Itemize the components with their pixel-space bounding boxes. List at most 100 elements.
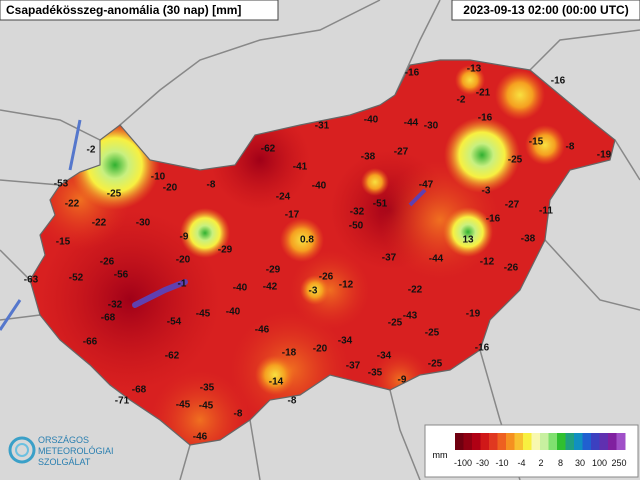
colorbar-swatch [616, 433, 626, 450]
station-value: -38 [361, 152, 376, 163]
colorbar-swatch [599, 433, 609, 450]
station-value: -2 [87, 145, 96, 156]
station-value: -8 [288, 396, 297, 407]
colorbar-swatch [455, 433, 464, 450]
legend-label: -4 [517, 458, 525, 468]
station-value: -40 [364, 115, 379, 126]
timestamp-box [451, 0, 640, 21]
legend-label: -30 [476, 458, 489, 468]
station-value: 13 [462, 235, 474, 246]
colorbar-swatch [514, 433, 524, 450]
station-value: -46 [193, 432, 208, 443]
station-value: -14 [269, 377, 284, 388]
station-value: -25 [425, 328, 440, 339]
station-value: -68 [132, 385, 147, 396]
water [0, 119, 82, 331]
legend-label: -10 [495, 458, 508, 468]
station-value: -46 [255, 325, 270, 336]
station-value: -16 [405, 68, 420, 79]
station-value: -22 [65, 199, 80, 210]
legend-label: 250 [611, 458, 626, 468]
colorbar-swatch [523, 433, 532, 450]
station-value: -53 [54, 179, 69, 190]
colorbar-swatch [540, 433, 549, 450]
station-value: -20 [313, 344, 328, 355]
station-value: -25 [107, 189, 122, 200]
colorbar-swatch [582, 433, 592, 450]
station-value: -26 [504, 263, 519, 274]
station-value: -18 [282, 348, 297, 359]
station-value: -26 [100, 257, 115, 268]
lake [408, 188, 427, 207]
station-value: -44 [404, 118, 419, 129]
station-value: -9 [180, 232, 189, 243]
colorbar-swatch [480, 433, 490, 450]
station-value: -62 [165, 351, 180, 362]
station-value: -16 [475, 343, 490, 354]
station-value: -40 [233, 283, 248, 294]
title: Csapadékösszeg-anomália (30 nap) [mm] [6, 3, 241, 17]
station-value: 0.8 [300, 235, 314, 246]
station-value: -62 [261, 144, 276, 155]
station-value: -19 [597, 150, 612, 161]
legend-box [424, 424, 639, 478]
station-value: -52 [69, 273, 84, 284]
legend-label: -100 [454, 458, 472, 468]
station-value: -47 [419, 180, 434, 191]
station-value: -16 [486, 214, 501, 225]
station-value: -12 [339, 280, 354, 291]
station-value: -50 [349, 221, 364, 232]
title-box [0, 0, 279, 21]
station-value: -27 [394, 147, 409, 158]
colorbar-swatch [472, 433, 481, 450]
station-value: -35 [200, 383, 215, 394]
station-value: -37 [382, 253, 397, 264]
station-value: -8 [234, 409, 243, 420]
legend-label: 100 [592, 458, 607, 468]
station-value: -56 [114, 270, 129, 281]
station-value: -9 [398, 375, 407, 386]
station-value: -34 [338, 336, 353, 347]
station-value: -32 [108, 300, 123, 311]
station-value: -19 [466, 309, 481, 320]
station-value: -16 [478, 113, 493, 124]
station-value: -17 [285, 210, 300, 221]
station-value: -41 [293, 162, 308, 173]
station-value: -3 [482, 186, 491, 197]
station-value: -66 [83, 337, 98, 348]
colorbar-swatch [506, 433, 515, 450]
station-value: -45 [199, 401, 214, 412]
station-value: -3 [309, 286, 318, 297]
station-value: -40 [226, 307, 241, 318]
station-value: -71 [115, 396, 130, 407]
station-value: -44 [429, 254, 444, 265]
station-value: -1 [178, 279, 187, 290]
colorbar-swatch [548, 433, 558, 450]
station-value: -2 [457, 95, 466, 106]
station-value: -29 [266, 265, 281, 276]
colorbar-swatch [497, 433, 507, 450]
station-value: -45 [176, 400, 191, 411]
colorbar-swatch [463, 433, 473, 450]
station-value: -29 [218, 245, 233, 256]
colorbar-swatch [574, 433, 583, 450]
station-value: -8 [207, 180, 216, 191]
colorbar-swatch [557, 433, 566, 450]
station-value: -13 [467, 64, 482, 75]
station-value: -8 [566, 142, 575, 153]
station-value: -45 [196, 309, 211, 320]
colorbar-swatch [489, 433, 498, 450]
station-value: -35 [368, 368, 383, 379]
station-value: -25 [388, 318, 403, 329]
colorbar-swatch [591, 433, 600, 450]
station-value: -16 [551, 76, 566, 87]
station-value: -15 [56, 237, 71, 248]
station-value: -30 [424, 121, 439, 132]
colorbar-swatch [531, 433, 541, 450]
legend-label: 30 [575, 458, 585, 468]
station-value: -20 [163, 183, 178, 194]
colorbar-swatch [608, 433, 617, 450]
station-value: -43 [403, 311, 418, 322]
